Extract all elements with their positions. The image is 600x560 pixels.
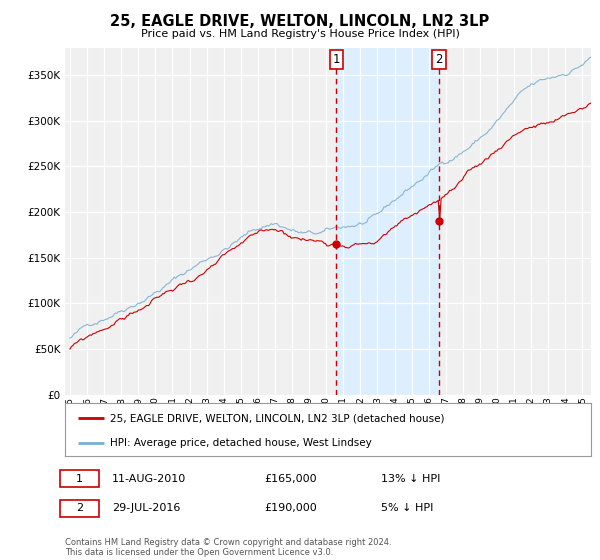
Text: 5% ↓ HPI: 5% ↓ HPI (380, 503, 433, 513)
Text: 25, EAGLE DRIVE, WELTON, LINCOLN, LN2 3LP (detached house): 25, EAGLE DRIVE, WELTON, LINCOLN, LN2 3L… (110, 413, 444, 423)
Text: 13% ↓ HPI: 13% ↓ HPI (380, 474, 440, 484)
Bar (337, 48, 439, 395)
Text: Price paid vs. HM Land Registry's House Price Index (HPI): Price paid vs. HM Land Registry's House … (140, 29, 460, 39)
Text: Contains HM Land Registry data © Crown copyright and database right 2024.
This d: Contains HM Land Registry data © Crown c… (65, 538, 391, 557)
Text: 2: 2 (76, 503, 83, 513)
Text: 25, EAGLE DRIVE, WELTON, LINCOLN, LN2 3LP: 25, EAGLE DRIVE, WELTON, LINCOLN, LN2 3L… (110, 14, 490, 29)
FancyBboxPatch shape (59, 470, 99, 487)
Text: 1: 1 (76, 474, 83, 484)
Text: £165,000: £165,000 (265, 474, 317, 484)
Text: £190,000: £190,000 (265, 503, 317, 513)
Text: 1: 1 (332, 53, 340, 66)
Text: HPI: Average price, detached house, West Lindsey: HPI: Average price, detached house, West… (110, 438, 371, 448)
Text: 29-JUL-2016: 29-JUL-2016 (112, 503, 181, 513)
Text: 2: 2 (435, 53, 443, 66)
Text: 11-AUG-2010: 11-AUG-2010 (112, 474, 187, 484)
FancyBboxPatch shape (59, 500, 99, 516)
